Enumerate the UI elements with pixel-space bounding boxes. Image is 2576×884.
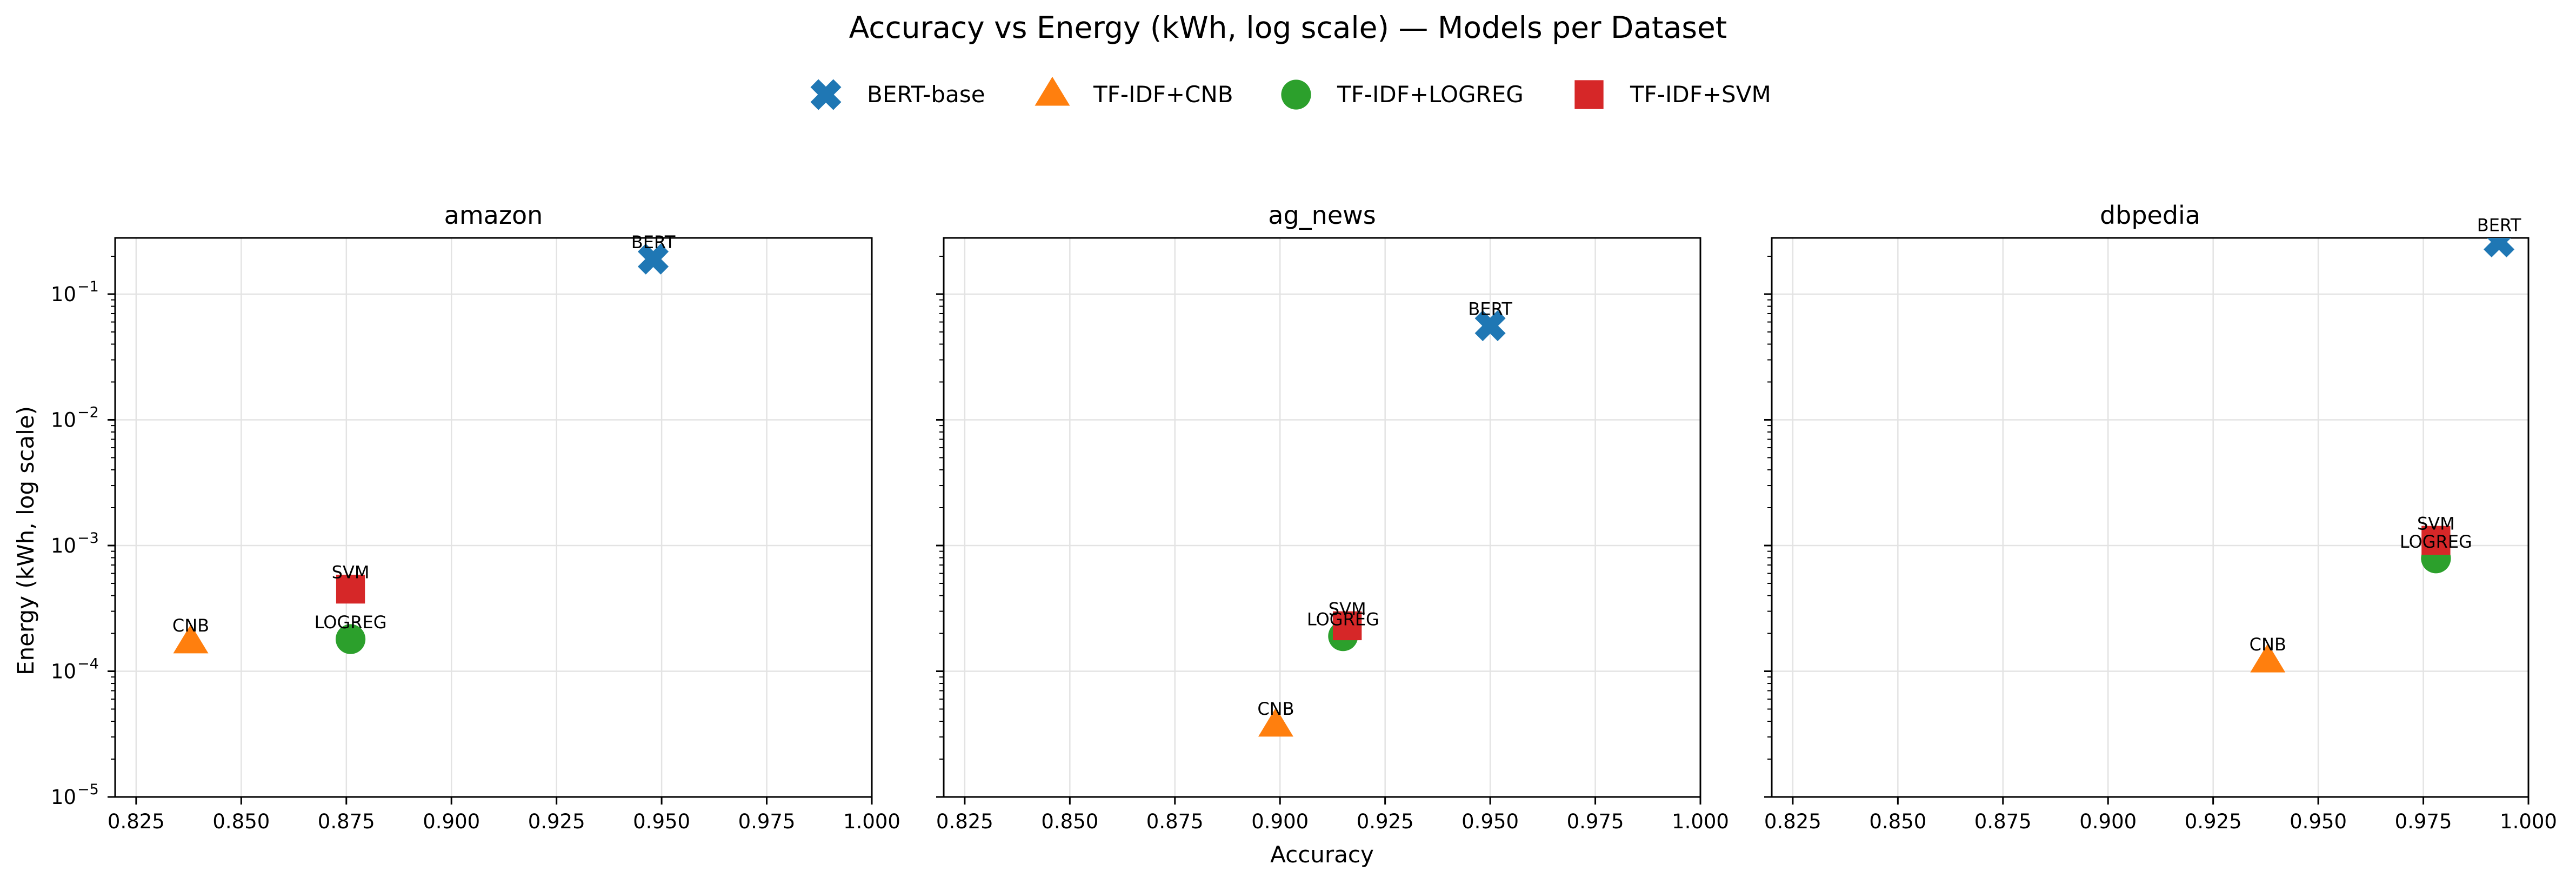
panel-title: amazon xyxy=(444,201,543,230)
legend-marker xyxy=(1035,76,1070,106)
y-tick-exponent: −5 xyxy=(77,781,99,798)
point-label: SVM xyxy=(1329,599,1366,619)
data-point xyxy=(335,624,366,654)
point-label: BERT xyxy=(2477,215,2521,235)
x-axis-label: Accuracy xyxy=(1270,841,1374,868)
y-tick-exponent: −4 xyxy=(77,655,99,672)
x-tick-label: 0.875 xyxy=(318,810,375,833)
point-label: LOGREG xyxy=(315,612,387,633)
data-point xyxy=(1258,707,1293,737)
x-tick-label: 0.850 xyxy=(1041,810,1098,833)
x-tick-label: 0.900 xyxy=(1251,810,1309,833)
x-tick-label: 1.000 xyxy=(2500,810,2557,833)
x-tick-label: 0.825 xyxy=(1764,810,1821,833)
legend-item: TF-IDF+SVM xyxy=(1574,80,1771,109)
x-tick-label: 0.900 xyxy=(423,810,480,833)
x-tick-label: 0.950 xyxy=(633,810,690,833)
y-tick-exponent: −3 xyxy=(77,530,99,547)
x-tick-label: 1.000 xyxy=(843,810,900,833)
panel-amazon: amazon 0.825 0.850 0.875 0.900 0.925 0.950 0.97… xyxy=(51,201,900,833)
legend-item: BERT-base xyxy=(810,79,985,110)
plot-frame xyxy=(943,237,1701,798)
panel-title: ag_news xyxy=(1268,201,1376,230)
y-tick-label: 10 xyxy=(51,408,76,431)
data-point xyxy=(2421,526,2451,555)
x-tick-label: 0.950 xyxy=(1461,810,1519,833)
legend-label: TF-IDF+CNB xyxy=(1093,81,1233,108)
x-tick-label: 0.925 xyxy=(2185,810,2242,833)
panel-title: dbpedia xyxy=(2100,201,2200,230)
x-tick-label: 0.925 xyxy=(528,810,585,833)
points xyxy=(173,243,669,654)
points xyxy=(1258,310,1506,737)
x-tick-label: 0.875 xyxy=(1146,810,1204,833)
point-label: BERT xyxy=(1468,299,1512,320)
data-point xyxy=(1474,310,1506,341)
chart-title: Accuracy vs Energy (kWh, log scale) — Mo… xyxy=(849,10,1727,45)
point-label: BERT xyxy=(631,232,676,252)
y-tick-exponent: −1 xyxy=(77,278,99,295)
point-label: CNB xyxy=(172,615,209,636)
x-tick-label: 0.825 xyxy=(108,810,165,833)
y-tick-label: 10 xyxy=(51,283,76,306)
point-label: CNB xyxy=(1257,699,1294,719)
y-tick-label: 10 xyxy=(51,786,76,809)
y-tick-label: 10 xyxy=(51,660,76,683)
x-tick-label: 0.975 xyxy=(738,810,796,833)
y-tick-exponent: −2 xyxy=(77,404,99,421)
legend-marker xyxy=(1281,79,1311,110)
data-point xyxy=(2484,238,2515,257)
panel-dbpedia: dbpedia 0.825 0.850 0.875 0.900 0.925 0.950 0.9… xyxy=(1764,201,2557,833)
y-tick-label: 10 xyxy=(51,534,76,557)
x-tick-label: 0.850 xyxy=(212,810,270,833)
legend-label: TF-IDF+SVM xyxy=(1630,81,1771,108)
point-label: LOGREG xyxy=(1307,609,1379,630)
panels: amazon 0.825 0.850 0.875 0.900 0.925 0.950 0.97… xyxy=(51,201,2557,833)
x-tick-label: 1.000 xyxy=(1672,810,1729,833)
point-label: CNB xyxy=(2250,634,2286,655)
x-tick-label: 0.875 xyxy=(1974,810,2032,833)
legend-item: TF-IDF+LOGREG xyxy=(1281,79,1524,110)
data-point xyxy=(2250,643,2286,673)
points xyxy=(2250,238,2515,673)
plot-frame xyxy=(1771,237,2530,798)
x-tick-label: 0.900 xyxy=(2079,810,2137,833)
data-point xyxy=(173,624,209,654)
legend-marker xyxy=(810,79,842,110)
legend: BERT-base TF-IDF+CNB TF-IDF+LOGREG TF-IDF+S… xyxy=(810,76,1771,110)
panel-ag_news: ag_news 0.825 0.850 0.875 0.900 0.925 0.950 0.9… xyxy=(936,201,1729,833)
x-tick-label: 0.925 xyxy=(1357,810,1414,833)
x-tick-label: 0.975 xyxy=(2395,810,2452,833)
data-point xyxy=(336,574,365,604)
x-tick-label: 0.850 xyxy=(1869,810,1926,833)
x-tick-label: 0.950 xyxy=(2290,810,2347,833)
x-tick-label: 0.825 xyxy=(936,810,993,833)
plot-frame xyxy=(114,237,873,798)
point-label: SVM xyxy=(2417,513,2455,534)
x-tick-label: 0.975 xyxy=(1567,810,1624,833)
y-axis-label: Energy (kWh, log scale) xyxy=(12,406,39,675)
data-point xyxy=(1332,611,1362,641)
legend-marker xyxy=(1574,80,1604,109)
data-point xyxy=(638,243,669,275)
point-label: SVM xyxy=(332,562,370,583)
legend-label: BERT-base xyxy=(867,81,985,108)
legend-label: TF-IDF+LOGREG xyxy=(1337,81,1524,108)
point-label: LOGREG xyxy=(2400,531,2472,552)
legend-item: TF-IDF+CNB xyxy=(1035,76,1233,108)
